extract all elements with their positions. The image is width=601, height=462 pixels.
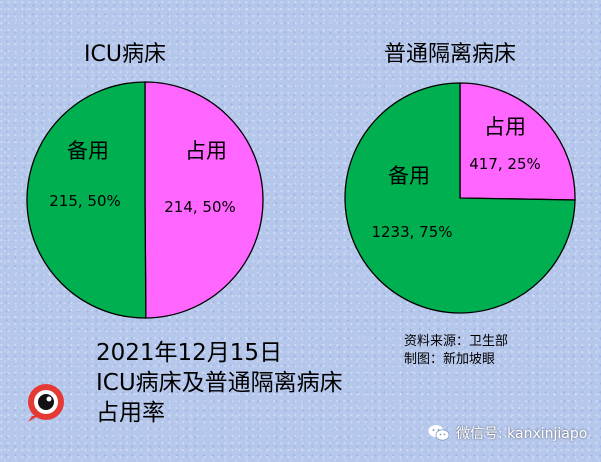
slice-value-spare: 215, 50% <box>49 192 121 210</box>
slice-label-spare: 备用 <box>67 139 109 163</box>
isolation-chart-title: 普通隔离病床 <box>384 42 517 67</box>
wechat-icon <box>428 425 450 441</box>
data-source: 资料来源：卫生部 <box>404 334 509 349</box>
slice-label-spare: 备用 <box>388 164 430 188</box>
icu-pie: 备用 215, 50% 占用 214, 50% <box>26 81 264 319</box>
slice-value-spare: 1233, 75% <box>371 223 452 241</box>
chart-maker: 制图：新加坡眼 <box>404 352 496 367</box>
caption-line3: 占用率 <box>96 400 165 426</box>
slice-value-occupied: 214, 50% <box>164 198 236 216</box>
pie-slice-spare <box>26 81 147 319</box>
pie-slice-occupied <box>144 81 264 319</box>
isolation-pie: 备用 1233, 75% 占用 417, 25% <box>344 82 576 314</box>
wechat-watermark: 微信号: kanxinjiapo <box>428 423 587 443</box>
pie-slice-occupied <box>459 82 576 201</box>
figure-caption: 2021年12月15日 ICU病床及普通隔离病床 占用率 <box>96 338 343 428</box>
source-note: 资料来源：卫生部 制图：新加坡眼 <box>404 333 508 369</box>
slice-label-occupied: 占用 <box>185 139 227 163</box>
caption-line2: ICU病床及普通隔离病床 <box>96 370 343 396</box>
caption-date: 2021年12月15日 <box>96 340 283 366</box>
xinjiapoyan-logo <box>28 384 64 422</box>
pie-slice-spare <box>344 82 576 314</box>
icu-chart-title: ICU病床 <box>84 42 166 67</box>
wechat-id: 微信号: kanxinjiapo <box>456 426 588 442</box>
slice-label-occupied: 占用 <box>484 115 526 139</box>
slice-value-occupied: 417, 25% <box>469 155 541 173</box>
